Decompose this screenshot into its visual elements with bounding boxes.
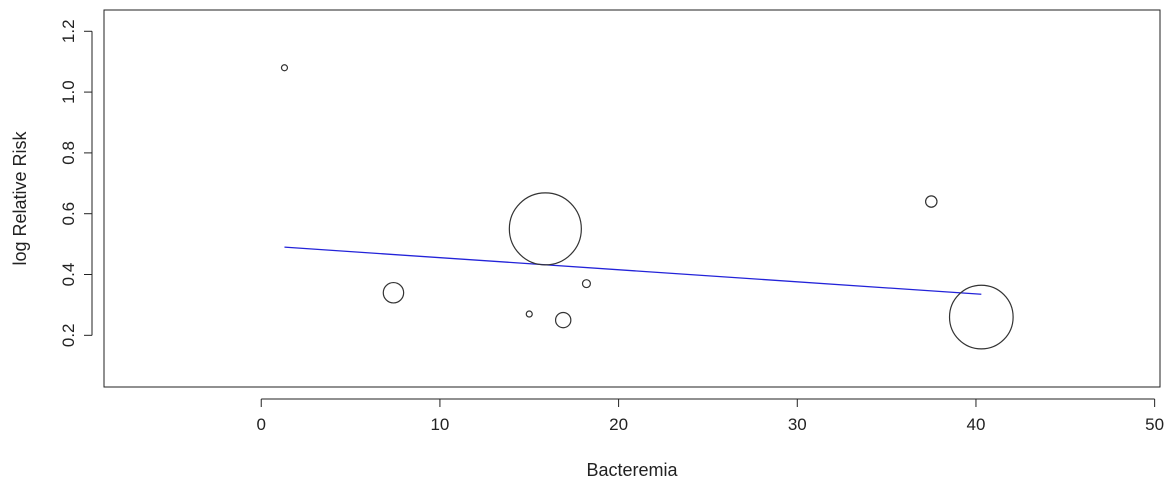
y-tick-label: 0.6	[59, 202, 78, 226]
regression-layer	[284, 246, 982, 295]
data-point	[554, 311, 572, 329]
data-point	[508, 192, 582, 266]
data-point	[280, 64, 289, 72]
x-tick-label: 40	[966, 415, 985, 434]
data-point	[948, 284, 1014, 350]
data-point	[382, 281, 405, 304]
x-axis-title: Bacteremia	[586, 460, 678, 480]
x-tick-label: 50	[1145, 415, 1164, 434]
x-axis: 0 10 20 30 40 50	[257, 398, 1164, 434]
data-point	[581, 279, 591, 289]
y-axis-title: log Relative Risk	[10, 130, 30, 265]
y-tick-label: 0.2	[59, 323, 78, 347]
plot-frame	[103, 9, 1161, 388]
y-tick-label: 0.8	[59, 141, 78, 165]
x-tick-label: 20	[609, 415, 628, 434]
y-axis: 0.2 0.4 0.6 0.8 1.0 1.2	[59, 19, 93, 347]
y-tick-label: 0.4	[59, 263, 78, 287]
data-point	[924, 195, 938, 208]
data-point	[525, 310, 533, 318]
x-tick-label: 30	[788, 415, 807, 434]
x-tick-label: 10	[430, 415, 449, 434]
y-tick-label: 1.0	[59, 80, 78, 104]
x-tick-label: 0	[257, 415, 266, 434]
y-tick-label: 1.2	[59, 19, 78, 43]
points-layer	[280, 64, 1014, 350]
regression-line	[284, 246, 982, 295]
